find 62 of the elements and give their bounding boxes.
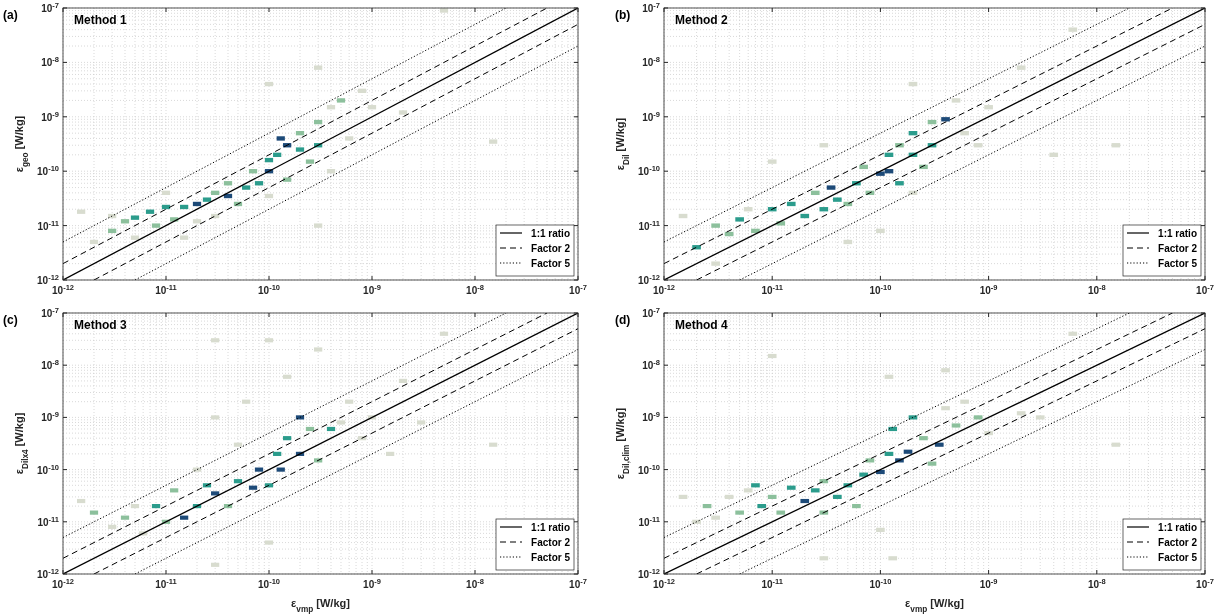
x-tick-label: 10$^{-11}$: [155, 282, 177, 296]
x-tick-label: 10$^{-10}$: [869, 282, 892, 296]
legend-label: 1:1 ratio: [1158, 228, 1197, 239]
x-tick-label: 10$^{-8}$: [466, 282, 484, 296]
x-tick-label: 10$^{-9}$: [363, 282, 381, 296]
y-tick-label: 10$^{-7}$: [41, 305, 59, 319]
x-tick-label: 10$^{-11}$: [761, 282, 783, 296]
y-tick-label: 10$^{-9}$: [41, 109, 59, 123]
legend-label: Factor 2: [1158, 243, 1198, 254]
chart-title: Method 1: [74, 13, 127, 27]
text: (c): [3, 313, 18, 327]
y-tick-label: 10$^{-10}$: [37, 462, 59, 476]
x-tick-label: 10$^{-9}$: [979, 282, 998, 296]
chart-title: Method 3: [74, 318, 127, 332]
x-tick-label: 10$^{-7}$: [569, 282, 587, 296]
legend-label: 1:1 ratio: [531, 228, 570, 239]
legend-label: Factor 2: [531, 537, 571, 548]
y-tick-label: 10$^{-11}$: [37, 218, 59, 232]
chart-title: Method 2: [675, 13, 728, 27]
y-tick-label: 10$^{-8}$: [41, 54, 59, 69]
y-tick-label: 10$^{-10}$: [37, 163, 59, 178]
legend-label: 1:1 ratio: [531, 522, 570, 533]
y-tick-label: 10$^{-7}$: [642, 0, 660, 14]
x-tick-label: 10$^{-7}$: [569, 576, 587, 590]
x-axis-title: ε$_{vmp}$ [W/kg]: [905, 597, 965, 614]
chart-title: Method 4: [675, 318, 728, 332]
y-tick-label: 10$^{-11}$: [638, 514, 660, 528]
x-tick-label: 10$^{-8}$: [1087, 576, 1106, 590]
y-tick-label: 10$^{-8}$: [642, 357, 660, 372]
y-tick-label: 10$^{-7}$: [41, 0, 59, 14]
x-axis-title: ε$_{vmp}$ [W/kg]: [291, 597, 351, 614]
y-tick-label: 10$^{-8}$: [41, 357, 59, 372]
x-tick-label: 10$^{-10}$: [869, 576, 892, 590]
y-tick-label: 10$^{-8}$: [642, 54, 660, 69]
y-tick-label: 10$^{-9}$: [642, 109, 660, 123]
legend-label: Factor 5: [1158, 258, 1198, 269]
x-tick-label: 10$^{-11}$: [155, 576, 177, 590]
x-tick-label: 10$^{-8}$: [466, 576, 484, 590]
y-tick-label: 10$^{-10}$: [638, 462, 660, 476]
y-tick-label: 10$^{-10}$: [638, 163, 660, 178]
x-tick-label: 10$^{-7}$: [1196, 576, 1214, 590]
text: (b): [615, 8, 631, 22]
y-tick-label: 10$^{-9}$: [642, 409, 660, 424]
legend-label: Factor 5: [1158, 552, 1198, 563]
y-tick-label: 10$^{-9}$: [41, 409, 59, 424]
text: (d): [615, 313, 631, 327]
legend-label: 1:1 ratio: [1158, 522, 1197, 533]
y-tick-label: 10$^{-11}$: [37, 514, 59, 528]
x-tick-label: 10$^{-9}$: [363, 576, 381, 590]
legend-label: Factor 5: [531, 552, 571, 563]
x-tick-label: 10$^{-7}$: [1196, 282, 1214, 296]
y-tick-label: 10$^{-11}$: [638, 218, 660, 232]
legend-label: Factor 2: [531, 243, 571, 254]
x-tick-label: 10$^{-10}$: [258, 282, 280, 296]
legend-label: Factor 2: [1158, 537, 1198, 548]
text: (a): [3, 8, 18, 22]
x-tick-label: 10$^{-11}$: [761, 576, 783, 590]
x-tick-label: 10$^{-9}$: [979, 576, 998, 590]
y-tick-label: 10$^{-7}$: [642, 305, 660, 319]
x-tick-label: 10$^{-10}$: [258, 576, 280, 590]
x-tick-label: 10$^{-8}$: [1087, 282, 1106, 296]
legend-label: Factor 5: [531, 258, 571, 269]
